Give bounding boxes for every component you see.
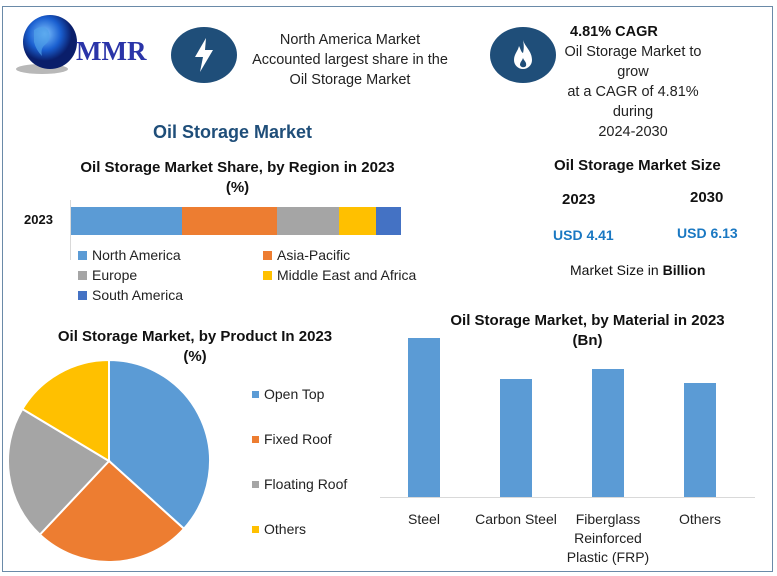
product-chart-title: Oil Storage Market, by Product In 2023 (… [40,327,350,367]
x-tick-label-line: Plastic (FRP) [566,549,650,565]
legend-label: South America [92,287,184,303]
legend-open-top: Open Top [252,386,324,402]
legend-label: Open Top [264,386,325,402]
bar-segment-asia-pacific [181,207,277,235]
pie-slice-fixed-roof [38,459,186,563]
legend-swatch [263,270,272,280]
legend-label: North America [92,247,181,263]
highlight-line: Oil Storage Market [289,72,411,88]
x-tick-label: Fiberglass Reinforced Plastic (FRP) [558,510,658,567]
infographic-frame [2,6,773,572]
legend-swatch [78,250,87,260]
bar-fiberglass-reinforced-plastic-frp- [592,368,624,497]
highlight-cagr: Oil Storage Market to grow at a CAGR of … [548,42,718,142]
x-tick-label: Others [650,510,750,529]
flame-icon [490,27,556,83]
x-tick-label-line: Reinforced [574,530,642,546]
year-2023: 2023 [562,191,596,208]
bar-segment-europe [276,207,339,235]
x-tick-label: Steel [374,510,474,529]
highlight-line: Accounted largest share in the [252,52,448,68]
bar-steel [408,338,440,497]
note-unit: Billion [662,262,706,278]
legend-swatch [252,525,259,533]
pie-slice-open-top [108,358,211,531]
page-title: Oil Storage Market [153,122,313,142]
pie-slice-floating-roof [7,407,111,537]
x-tick-label-line: Fiberglass [575,511,641,527]
legend-north-america: North America [78,247,181,263]
legend-label: Europe [92,267,138,283]
highlight-north-america: North America Market Accounted largest s… [240,30,460,90]
legend-swatch [252,480,259,488]
cagr-title: 4.81% CAGR [570,24,658,40]
legend-fixed-roof: Fixed Roof [252,431,332,447]
highlight-line: at a CAGR of 4.81% during [567,84,699,120]
chart-title: Oil Storage Market Share, by Region in 2… [80,159,395,176]
bar-segment-north-america [71,207,182,235]
chart-subtitle: (Bn) [572,332,603,349]
year-2030: 2030 [690,189,724,206]
legend-others: Others [252,521,306,537]
chart-title: Oil Storage Market, by Product In 2023 [57,328,333,345]
material-bar-chart: Steel Carbon Steel Fiberglass Reinforced Pla… [380,330,760,570]
highlight-line: Oil Storage Market to grow [564,44,702,80]
chart-subtitle: (%) [225,179,250,196]
lightning-icon [171,27,237,83]
legend-floating-roof: Floating Roof [252,476,347,492]
bar-segment-south-america [375,207,401,235]
pie-chart [7,358,211,563]
legend-label: Middle East and Africa [277,267,417,283]
legend-south-america: South America [78,287,183,303]
x-tick-label: Carbon Steel [466,510,566,529]
market-size-title: Oil Storage Market Size [554,157,721,174]
highlight-line: North America Market [279,32,421,48]
legend-swatch [78,290,87,300]
legend-asia-pacific: Asia-Pacific [263,247,350,263]
chart-subtitle: (%) [183,348,207,365]
legend-swatch [252,390,259,398]
note-prefix: Market Size in [570,262,663,278]
logo-text: MMR [76,36,147,66]
legend-mea: Middle East and Africa [263,267,416,283]
chart-title: Oil Storage Market, by Material in 2023 [450,312,725,329]
material-chart-title: Oil Storage Market, by Material in 2023 … [420,311,755,351]
bar-carbon-steel [500,379,532,497]
stacked-bar [71,207,401,235]
legend-swatch [263,250,272,260]
legend-label: Asia-Pacific [277,247,351,263]
x-tick-label-line: Others [678,511,721,527]
legend-label: Others [264,521,307,537]
globe-logo-icon [12,12,92,80]
legend-label: Floating Roof [264,476,348,492]
region-chart-title: Oil Storage Market Share, by Region in 2… [60,158,415,198]
bar-others [684,382,716,497]
value-2023: USD 4.41 [553,227,614,243]
legend-swatch [78,270,87,280]
bar-segment-middle-east-and-africa [338,207,376,235]
market-size-note: Market Size in Billion [570,262,705,278]
legend-label: Fixed Roof [264,431,332,447]
legend-europe: Europe [78,267,137,283]
axis-line [70,200,71,260]
x-axis-line [380,497,755,498]
highlight-line: 2024-2030 [598,124,668,140]
x-tick-label-line: Carbon Steel [475,511,557,527]
value-2030: USD 6.13 [677,225,738,241]
legend-swatch [252,435,259,443]
pie-slice-others [21,358,110,463]
x-tick-label-line: Steel [408,511,440,527]
bar-category-label: 2023 [24,212,53,227]
